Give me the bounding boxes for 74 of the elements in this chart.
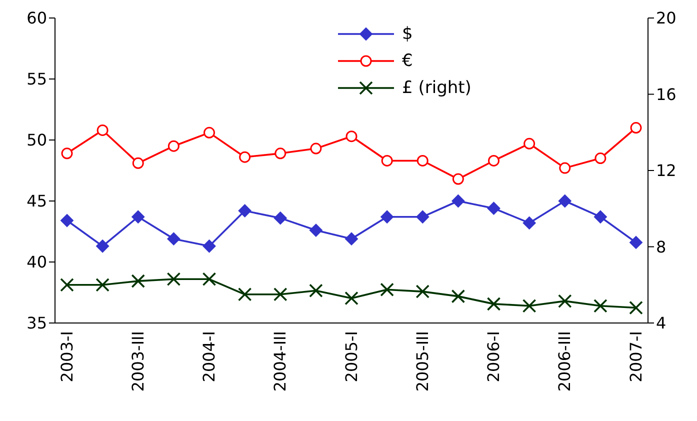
point bbox=[309, 284, 323, 298]
point bbox=[558, 194, 572, 208]
point bbox=[204, 126, 215, 138]
x-tick-label: 2004-I bbox=[200, 331, 219, 382]
y-tick-label: 40 bbox=[26, 252, 47, 272]
point bbox=[168, 140, 180, 152]
point bbox=[309, 224, 322, 237]
point bbox=[381, 154, 393, 166]
point bbox=[238, 204, 252, 218]
point bbox=[558, 294, 572, 308]
point bbox=[167, 232, 180, 246]
point bbox=[202, 272, 216, 286]
x-tick-label: 2007-I bbox=[626, 331, 646, 382]
point bbox=[380, 282, 394, 297]
point bbox=[96, 124, 108, 136]
x-tick-label: 2005-III bbox=[412, 331, 432, 392]
point bbox=[416, 210, 430, 224]
point bbox=[524, 138, 536, 150]
point bbox=[522, 216, 536, 230]
point bbox=[594, 298, 608, 313]
point bbox=[61, 148, 73, 160]
point bbox=[238, 288, 252, 302]
point bbox=[452, 194, 465, 208]
y2-tick-label: 20 bbox=[656, 8, 676, 28]
x-tick-label: 2004-III bbox=[270, 331, 290, 392]
y-tick-label: 35 bbox=[26, 314, 47, 333]
point bbox=[416, 284, 430, 298]
point bbox=[416, 154, 428, 166]
point bbox=[594, 152, 606, 164]
point bbox=[202, 240, 216, 253]
point bbox=[380, 210, 394, 224]
point bbox=[96, 278, 110, 292]
point bbox=[630, 236, 642, 249]
point bbox=[166, 272, 181, 286]
point bbox=[345, 232, 358, 246]
y-tick-label: 45 bbox=[26, 192, 47, 211]
point bbox=[451, 289, 466, 304]
point bbox=[310, 142, 322, 154]
point bbox=[274, 148, 286, 160]
y2-tick-label: 8 bbox=[656, 237, 666, 256]
point bbox=[60, 278, 74, 292]
point bbox=[132, 210, 145, 224]
legend-label: € bbox=[402, 50, 413, 70]
y2-tick-label: 16 bbox=[656, 84, 676, 104]
x-tick-label: 2003-III bbox=[128, 331, 148, 392]
legend-label: $ bbox=[402, 24, 413, 44]
point bbox=[60, 214, 74, 228]
point bbox=[522, 298, 536, 313]
point bbox=[452, 173, 464, 185]
point bbox=[487, 202, 500, 215]
x-tick-label: 2006-I bbox=[484, 331, 504, 382]
y2-tick-label: 4 bbox=[656, 314, 666, 333]
point bbox=[239, 151, 251, 163]
point bbox=[274, 212, 287, 225]
point bbox=[488, 154, 500, 166]
point bbox=[273, 288, 288, 302]
point bbox=[486, 297, 501, 311]
point bbox=[131, 274, 146, 288]
point bbox=[132, 157, 144, 169]
point bbox=[344, 291, 358, 306]
y-tick-label: 50 bbox=[26, 130, 47, 150]
point bbox=[629, 300, 643, 315]
y-tick-label: 60 bbox=[26, 8, 47, 28]
point bbox=[559, 162, 571, 174]
x-tick-label: 2005-I bbox=[342, 331, 361, 382]
point bbox=[630, 122, 642, 134]
x-tick-label: 2003-I bbox=[57, 331, 76, 382]
point bbox=[96, 240, 110, 253]
legend-label: £ (right) bbox=[402, 78, 472, 98]
y2-tick-label: 12 bbox=[656, 161, 676, 180]
y-tick-label: 55 bbox=[26, 70, 47, 89]
point bbox=[346, 130, 358, 142]
x-tick-label: 2006-III bbox=[555, 331, 574, 392]
point bbox=[594, 210, 607, 224]
